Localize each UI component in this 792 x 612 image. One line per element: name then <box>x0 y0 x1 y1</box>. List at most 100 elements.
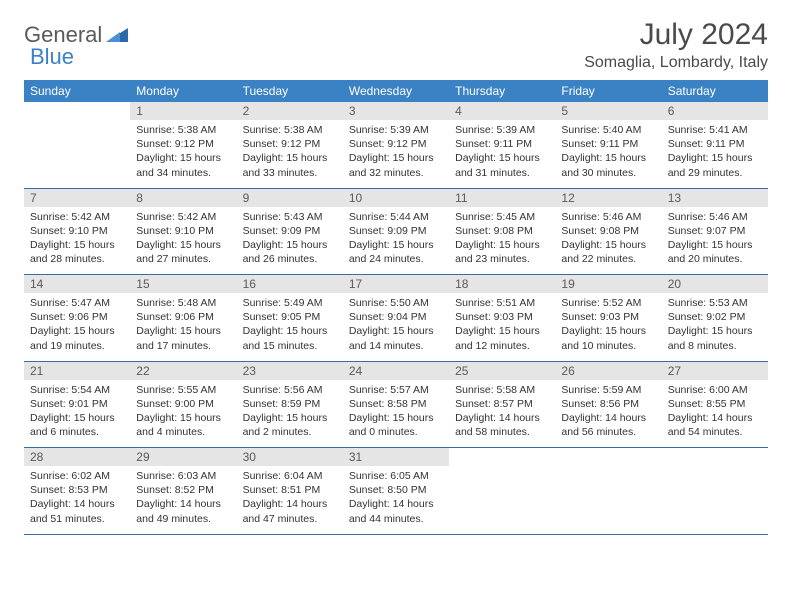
daynum-row: 78910111213 <box>24 188 768 207</box>
day-number: 24 <box>343 361 449 380</box>
daylight-text: Daylight: 15 hours and 12 minutes. <box>455 324 549 352</box>
sunset-text: Sunset: 8:58 PM <box>349 397 443 411</box>
sunrise-text: Sunrise: 5:51 AM <box>455 296 549 310</box>
day-cell: Sunrise: 5:42 AMSunset: 9:10 PMDaylight:… <box>24 207 130 275</box>
day-number <box>555 448 661 467</box>
day-cell: Sunrise: 5:39 AMSunset: 9:12 PMDaylight:… <box>343 120 449 188</box>
day-number: 14 <box>24 275 130 294</box>
day-number: 2 <box>237 102 343 120</box>
weekday-sunday: Sunday <box>24 80 130 102</box>
sunset-text: Sunset: 9:07 PM <box>668 224 762 238</box>
day-cell: Sunrise: 6:02 AMSunset: 8:53 PMDaylight:… <box>24 466 130 534</box>
sunrise-text: Sunrise: 5:58 AM <box>455 383 549 397</box>
sunset-text: Sunset: 9:06 PM <box>136 310 230 324</box>
day-number: 5 <box>555 102 661 120</box>
daylight-text: Daylight: 15 hours and 24 minutes. <box>349 238 443 266</box>
sunrise-text: Sunrise: 5:42 AM <box>136 210 230 224</box>
day-cell: Sunrise: 5:49 AMSunset: 9:05 PMDaylight:… <box>237 293 343 361</box>
daynum-row: 123456 <box>24 102 768 120</box>
weekday-header-row: Sunday Monday Tuesday Wednesday Thursday… <box>24 80 768 102</box>
sunrise-text: Sunrise: 5:48 AM <box>136 296 230 310</box>
sunrise-text: Sunrise: 5:46 AM <box>668 210 762 224</box>
day-cell: Sunrise: 6:03 AMSunset: 8:52 PMDaylight:… <box>130 466 236 534</box>
day-number: 3 <box>343 102 449 120</box>
content-row: Sunrise: 5:42 AMSunset: 9:10 PMDaylight:… <box>24 207 768 275</box>
location: Somaglia, Lombardy, Italy <box>584 54 768 72</box>
sunrise-text: Sunrise: 6:05 AM <box>349 469 443 483</box>
daylight-text: Daylight: 15 hours and 15 minutes. <box>243 324 337 352</box>
day-cell: Sunrise: 5:46 AMSunset: 9:07 PMDaylight:… <box>662 207 768 275</box>
day-number: 30 <box>237 448 343 467</box>
sunset-text: Sunset: 8:52 PM <box>136 483 230 497</box>
day-cell: Sunrise: 5:53 AMSunset: 9:02 PMDaylight:… <box>662 293 768 361</box>
sunrise-text: Sunrise: 5:47 AM <box>30 296 124 310</box>
day-cell: Sunrise: 5:38 AMSunset: 9:12 PMDaylight:… <box>237 120 343 188</box>
day-number <box>662 448 768 467</box>
day-cell: Sunrise: 6:05 AMSunset: 8:50 PMDaylight:… <box>343 466 449 534</box>
daylight-text: Daylight: 15 hours and 6 minutes. <box>30 411 124 439</box>
sunset-text: Sunset: 8:50 PM <box>349 483 443 497</box>
day-cell: Sunrise: 5:38 AMSunset: 9:12 PMDaylight:… <box>130 120 236 188</box>
day-cell <box>662 466 768 534</box>
day-number <box>24 102 130 120</box>
day-number: 10 <box>343 188 449 207</box>
sunset-text: Sunset: 9:11 PM <box>455 137 549 151</box>
daylight-text: Daylight: 14 hours and 47 minutes. <box>243 497 337 525</box>
weekday-friday: Friday <box>555 80 661 102</box>
sunrise-text: Sunrise: 5:42 AM <box>30 210 124 224</box>
day-cell: Sunrise: 5:57 AMSunset: 8:58 PMDaylight:… <box>343 380 449 448</box>
daylight-text: Daylight: 15 hours and 14 minutes. <box>349 324 443 352</box>
day-number: 11 <box>449 188 555 207</box>
sunrise-text: Sunrise: 5:55 AM <box>136 383 230 397</box>
sunset-text: Sunset: 9:12 PM <box>136 137 230 151</box>
day-cell: Sunrise: 6:00 AMSunset: 8:55 PMDaylight:… <box>662 380 768 448</box>
sunrise-text: Sunrise: 6:02 AM <box>30 469 124 483</box>
sunset-text: Sunset: 8:56 PM <box>561 397 655 411</box>
day-cell: Sunrise: 5:42 AMSunset: 9:10 PMDaylight:… <box>130 207 236 275</box>
day-number: 20 <box>662 275 768 294</box>
weekday-thursday: Thursday <box>449 80 555 102</box>
day-cell: Sunrise: 5:50 AMSunset: 9:04 PMDaylight:… <box>343 293 449 361</box>
daylight-text: Daylight: 14 hours and 44 minutes. <box>349 497 443 525</box>
daylight-text: Daylight: 15 hours and 23 minutes. <box>455 238 549 266</box>
day-number: 4 <box>449 102 555 120</box>
day-number: 1 <box>130 102 236 120</box>
daylight-text: Daylight: 14 hours and 54 minutes. <box>668 411 762 439</box>
sunrise-text: Sunrise: 5:46 AM <box>561 210 655 224</box>
day-number: 7 <box>24 188 130 207</box>
sunrise-text: Sunrise: 5:57 AM <box>349 383 443 397</box>
daylight-text: Daylight: 15 hours and 10 minutes. <box>561 324 655 352</box>
weekday-wednesday: Wednesday <box>343 80 449 102</box>
header: General July 2024 Somaglia, Lombardy, It… <box>24 18 768 72</box>
sunrise-text: Sunrise: 5:45 AM <box>455 210 549 224</box>
day-number: 6 <box>662 102 768 120</box>
day-cell <box>449 466 555 534</box>
content-row: Sunrise: 5:47 AMSunset: 9:06 PMDaylight:… <box>24 293 768 361</box>
content-row: Sunrise: 5:54 AMSunset: 9:01 PMDaylight:… <box>24 380 768 448</box>
month-title: July 2024 <box>584 18 768 52</box>
day-number <box>449 448 555 467</box>
sunrise-text: Sunrise: 6:03 AM <box>136 469 230 483</box>
weekday-monday: Monday <box>130 80 236 102</box>
day-number: 23 <box>237 361 343 380</box>
daylight-text: Daylight: 15 hours and 17 minutes. <box>136 324 230 352</box>
daylight-text: Daylight: 15 hours and 20 minutes. <box>668 238 762 266</box>
daylight-text: Daylight: 15 hours and 30 minutes. <box>561 151 655 179</box>
day-cell: Sunrise: 5:51 AMSunset: 9:03 PMDaylight:… <box>449 293 555 361</box>
day-number: 13 <box>662 188 768 207</box>
weekday-tuesday: Tuesday <box>237 80 343 102</box>
sunrise-text: Sunrise: 5:39 AM <box>349 123 443 137</box>
daylight-text: Daylight: 15 hours and 22 minutes. <box>561 238 655 266</box>
day-number: 22 <box>130 361 236 380</box>
day-cell: Sunrise: 5:54 AMSunset: 9:01 PMDaylight:… <box>24 380 130 448</box>
sunset-text: Sunset: 9:08 PM <box>561 224 655 238</box>
daylight-text: Daylight: 15 hours and 19 minutes. <box>30 324 124 352</box>
daylight-text: Daylight: 15 hours and 34 minutes. <box>136 151 230 179</box>
sunset-text: Sunset: 9:09 PM <box>243 224 337 238</box>
sunrise-text: Sunrise: 5:41 AM <box>668 123 762 137</box>
daylight-text: Daylight: 15 hours and 26 minutes. <box>243 238 337 266</box>
daylight-text: Daylight: 15 hours and 27 minutes. <box>136 238 230 266</box>
sunrise-text: Sunrise: 5:54 AM <box>30 383 124 397</box>
sunset-text: Sunset: 9:12 PM <box>349 137 443 151</box>
sunset-text: Sunset: 9:03 PM <box>561 310 655 324</box>
